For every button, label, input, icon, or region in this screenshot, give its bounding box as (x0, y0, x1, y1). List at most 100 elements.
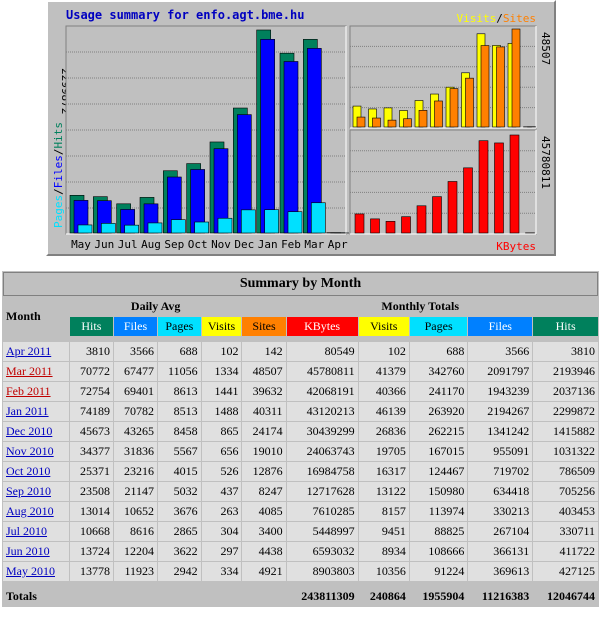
value-cell: 8513 (158, 402, 201, 421)
pages-bar (287, 211, 303, 234)
max-visits-label: 48507 (539, 32, 552, 65)
month-cell: Dec 2010 (3, 422, 69, 441)
value-cell: 3566 (468, 342, 533, 361)
value-cell: 10668 (69, 522, 113, 541)
value-cell: 304 (201, 522, 242, 541)
sites-bar (465, 77, 474, 128)
sites-bar (480, 45, 490, 128)
month-cell: Mar 2011 (3, 362, 69, 381)
pages-bar (77, 224, 93, 234)
month-tick-label: Sep (164, 238, 184, 251)
value-cell: 267104 (468, 522, 533, 541)
kbytes-bar (478, 140, 489, 234)
value-cell: 74189 (69, 402, 113, 421)
month-tick-label: Jan (258, 238, 278, 251)
kbytes-bar (370, 218, 380, 234)
value-cell: 634418 (468, 482, 533, 501)
value-cell: 40311 (242, 402, 286, 421)
month-link[interactable]: Nov 2010 (6, 444, 54, 458)
value-cell: 24174 (242, 422, 286, 441)
month-link[interactable]: Jan 2011 (6, 404, 49, 418)
kbytes-bar (354, 213, 365, 234)
value-cell: 8616 (113, 522, 158, 541)
value-cell: 16984758 (286, 462, 358, 481)
value-cell: 688 (409, 342, 468, 361)
value-cell: 19010 (242, 442, 286, 461)
value-cell: 26836 (358, 422, 409, 441)
value-cell: 427125 (533, 562, 598, 581)
month-tick-label: Oct (188, 238, 208, 251)
value-cell: 403453 (533, 502, 598, 521)
value-cell: 43265 (113, 422, 158, 441)
max-kbytes-label: 45780811 (539, 136, 552, 189)
legend-slash-1: / (52, 188, 65, 195)
value-cell: 42068191 (286, 382, 358, 401)
month-link[interactable]: Jul 2010 (6, 524, 48, 538)
month-tick-label: Dec (234, 238, 254, 251)
legend-sites: Sites (503, 12, 536, 25)
value-cell: 3810 (533, 342, 598, 361)
value-cell: 1943239 (468, 382, 533, 401)
value-cell: 4085 (242, 502, 286, 521)
legend-hits: Hits (52, 122, 65, 149)
value-cell: 330711 (533, 522, 598, 541)
value-cell: 34377 (69, 442, 113, 461)
month-link[interactable]: Oct 2010 (6, 464, 51, 478)
daily-files-header: Files (113, 317, 158, 336)
month-link[interactable]: Jun 2010 (6, 544, 50, 558)
table-row: Aug 2010 13014 10652 3676 263 4085 7610285 8157… (3, 502, 598, 521)
value-cell: 9451 (358, 522, 409, 541)
value-cell: 369613 (468, 562, 533, 581)
value-cell: 3400 (242, 522, 286, 541)
value-cell: 366131 (468, 542, 533, 561)
value-cell: 2193946 (533, 362, 598, 381)
month-link[interactable]: Mar 2011 (6, 364, 53, 378)
monthly-pages-header: Pages (409, 317, 468, 336)
month-link[interactable]: Sep 2010 (6, 484, 51, 498)
daily-pages-header: Pages (158, 317, 201, 336)
value-cell: 1488 (201, 402, 242, 421)
value-cell: 705256 (533, 482, 598, 501)
kbytes-panel (349, 129, 537, 235)
value-cell: 10356 (358, 562, 409, 581)
files-bar (283, 61, 299, 234)
month-link[interactable]: Dec 2010 (6, 424, 53, 438)
kbytes-bar (509, 134, 520, 234)
value-cell: 688 (158, 342, 201, 361)
value-cell: 3622 (158, 542, 201, 561)
value-cell: 2037136 (533, 382, 598, 401)
value-cell: 25371 (69, 462, 113, 481)
value-cell: 67477 (113, 362, 158, 381)
value-cell: 10652 (113, 502, 158, 521)
month-link[interactable]: May 2010 (6, 564, 55, 578)
value-cell: 330213 (468, 502, 533, 521)
value-cell: 124467 (409, 462, 468, 481)
value-cell: 955091 (468, 442, 533, 461)
value-cell: 41379 (358, 362, 409, 381)
value-cell: 167015 (409, 442, 468, 461)
total-hits: 12046744 (533, 587, 598, 606)
value-cell: 4015 (158, 462, 201, 481)
month-cell: Jun 2010 (3, 542, 69, 561)
month-link[interactable]: Aug 2010 (6, 504, 54, 518)
legend-kbytes: KBytes (496, 240, 536, 253)
value-cell: 45673 (69, 422, 113, 441)
value-cell: 263 (201, 502, 242, 521)
value-cell: 19705 (358, 442, 409, 461)
value-cell: 4438 (242, 542, 286, 561)
month-tick-label: Jun (94, 238, 114, 251)
table-row: Dec 2010 45673 43265 8458 865 24174 30439299 26… (3, 422, 598, 441)
value-cell: 5448997 (286, 522, 358, 541)
value-cell: 11056 (158, 362, 201, 381)
legend-pages: Pages (52, 195, 65, 228)
table-row: May 2010 13778 11923 2942 334 4921 8903803 1035… (3, 562, 598, 581)
month-cell: Jul 2010 (3, 522, 69, 541)
month-link[interactable]: Feb 2011 (6, 384, 51, 398)
kbytes-bar (416, 205, 427, 234)
month-link[interactable]: Apr 2011 (6, 344, 52, 358)
pages-bar (241, 209, 256, 234)
value-cell: 102 (201, 342, 242, 361)
value-cell: 3676 (158, 502, 201, 521)
value-cell: 263920 (409, 402, 468, 421)
value-cell: 1031322 (533, 442, 598, 461)
